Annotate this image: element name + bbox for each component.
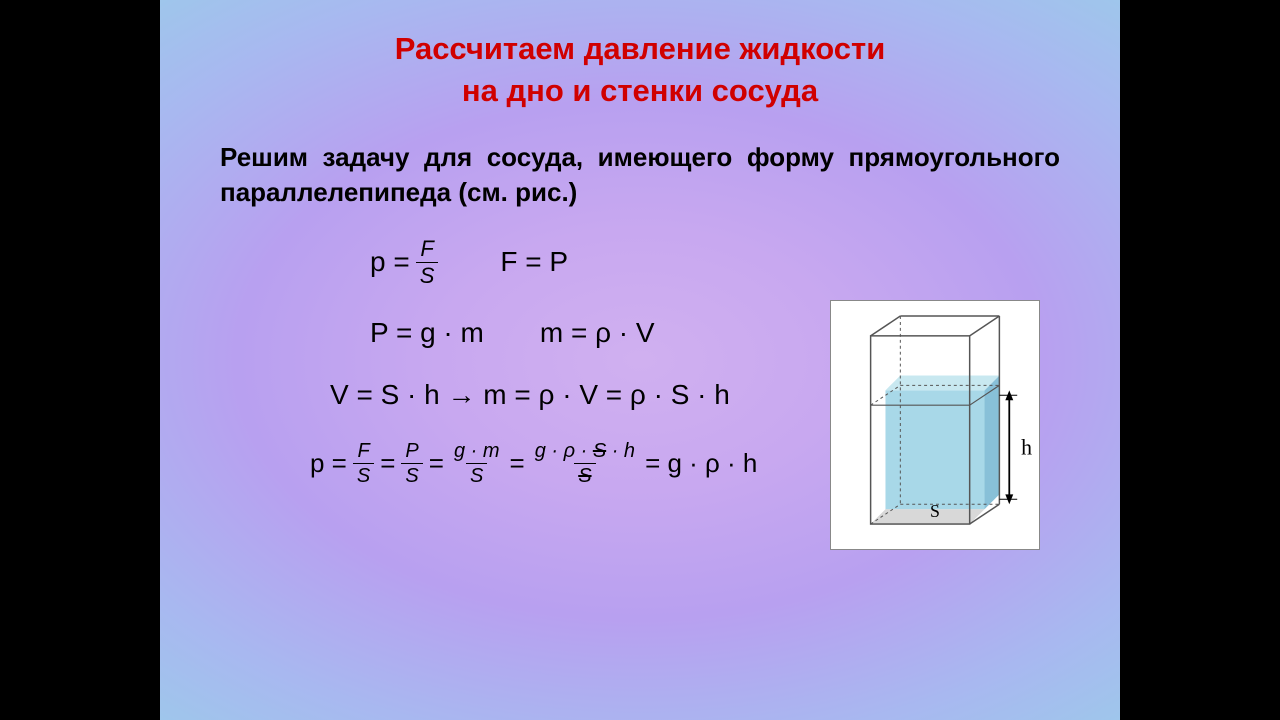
eq-lead: p = [310, 448, 347, 479]
eq-FP: F = P [500, 246, 568, 278]
slide-title: Рассчитаем давление жидкости на дно и ст… [220, 28, 1060, 112]
vessel-diagram: h S [830, 300, 1040, 550]
eq-pgm: P = g · m [370, 317, 484, 349]
eq1: = [380, 448, 395, 479]
equation-row-1: p = F S F = P [370, 238, 1060, 287]
eq-p: p = [370, 246, 410, 278]
fraction-F-over-S: F S [416, 238, 439, 287]
slide: Рассчитаем давление жидкости на дно и ст… [160, 0, 1120, 720]
eq-row3: V = S · h → m = ρ · V = ρ · S · h [330, 379, 730, 411]
eq3: = [510, 448, 525, 479]
label-S: S [930, 501, 940, 521]
eq4: = g · ρ · h [645, 448, 757, 479]
intro-text: Решим задачу для сосуда, имеющего форму … [220, 140, 1060, 210]
title-line2: на дно и стенки сосуда [462, 73, 818, 108]
vessel-svg: h S [831, 301, 1039, 549]
frac-num: F [416, 238, 437, 262]
frac-grhoSh-S: g · ρ · S · h S [531, 441, 639, 486]
frac-den: S [416, 262, 439, 287]
frac-F-S: F S [353, 441, 374, 486]
label-h: h [1021, 436, 1032, 460]
frac-P-S: P S [401, 441, 422, 486]
eq2: = [429, 448, 444, 479]
frac-gm-S: g · m S [450, 441, 504, 486]
title-line1: Рассчитаем давление жидкости [395, 31, 886, 66]
eq-mrhov: m = ρ · V [540, 317, 655, 349]
